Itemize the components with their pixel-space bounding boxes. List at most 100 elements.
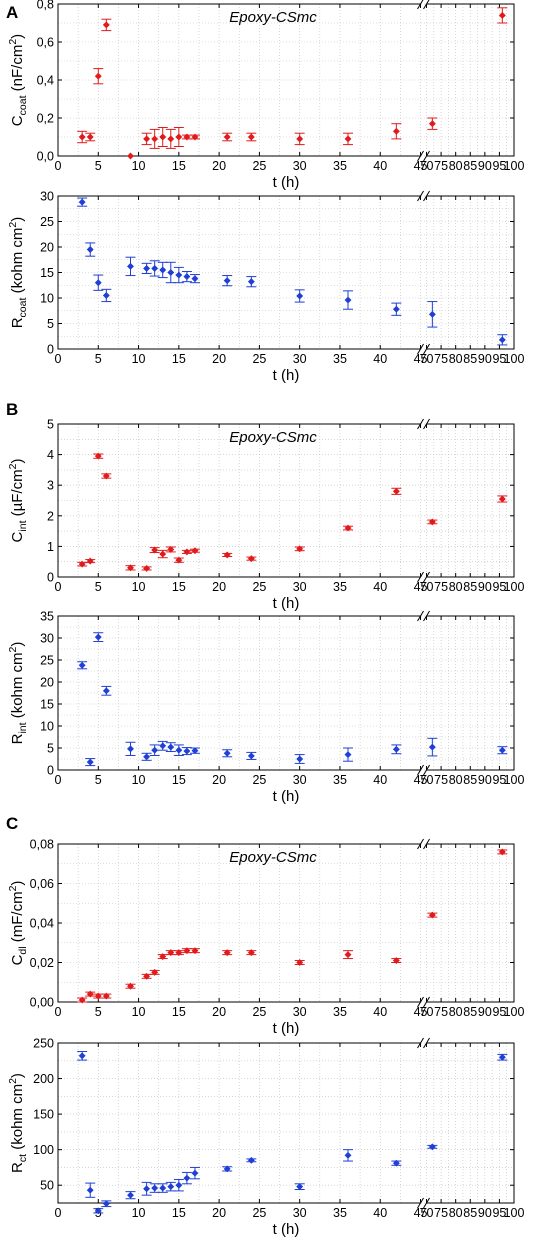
- data-point: [247, 133, 255, 141]
- data-point: [296, 545, 304, 553]
- y-axis: 50 100 150 200 250: [33, 1037, 514, 1193]
- data-point: [143, 753, 151, 761]
- y-tick-label: 50: [40, 1179, 54, 1193]
- data-point: [159, 742, 167, 750]
- data-point: [151, 746, 159, 754]
- x-tick-label: 75: [434, 1005, 448, 1019]
- x-tick-label: 25: [252, 580, 266, 594]
- y-tick-label: 150: [33, 1108, 54, 1122]
- chart-annotation: Epoxy-CSmc: [229, 429, 317, 446]
- data-point: [102, 21, 110, 29]
- x-tick-label: 90: [478, 1206, 492, 1220]
- x-tick-label: 10: [132, 580, 146, 594]
- data-point: [392, 745, 400, 753]
- x-tick-label: 70: [420, 1005, 434, 1019]
- data-point: [344, 751, 352, 759]
- data-point: [392, 1159, 400, 1167]
- x-tick-label: 35: [333, 773, 347, 787]
- y-tick-label: 30: [40, 190, 54, 204]
- x-tick-label: 70: [420, 352, 434, 366]
- x-tick-label: 10: [132, 773, 146, 787]
- data-point: [94, 1207, 102, 1215]
- x-tick-label: 75: [434, 773, 448, 787]
- data-point: [151, 264, 159, 272]
- x-tick-label: 25: [252, 352, 266, 366]
- data-point: [86, 245, 94, 254]
- x-axis-label: t (h): [273, 174, 300, 191]
- y-tick-label: 25: [40, 215, 54, 229]
- y-tick-label: 200: [33, 1072, 54, 1086]
- data-point: [102, 687, 110, 695]
- x-tick-label: 10: [132, 1206, 146, 1220]
- x-tick-label: 10: [132, 352, 146, 366]
- x-axis-label: t (h): [273, 595, 300, 612]
- x-tick-label: 15: [172, 159, 186, 173]
- x-tick-label: 40: [373, 580, 387, 594]
- data-point: [151, 1184, 159, 1192]
- x-tick-label: 5: [95, 773, 102, 787]
- data-point: [223, 949, 231, 957]
- data-point: [223, 749, 231, 757]
- x-tick-label: 20: [212, 159, 226, 173]
- y-tick-label: 5: [47, 317, 54, 331]
- data-point: [247, 752, 255, 760]
- data-point: [344, 951, 352, 959]
- chart-annotation: Epoxy-CSmc: [229, 9, 317, 26]
- y-tick-label: 0,06: [30, 877, 54, 891]
- x-tick-label: 45: [414, 773, 428, 787]
- y-axis-label: Cint (µF/cm2): [7, 459, 29, 543]
- data-point: [498, 336, 506, 344]
- y-tick-label: 5: [47, 742, 54, 756]
- x-tick-label: 90: [478, 773, 492, 787]
- data-point: [247, 1156, 255, 1164]
- series-blue: [77, 632, 508, 767]
- y-tick-label: 5: [47, 418, 54, 432]
- x-tick-label: 30: [293, 773, 307, 787]
- x-tick-label: 100: [504, 1005, 525, 1019]
- data-point: [428, 310, 436, 318]
- x-tick-label: 20: [212, 580, 226, 594]
- y-tick-label: 0,6: [37, 36, 54, 50]
- x-tick-label: 40: [373, 352, 387, 366]
- data-point: [102, 472, 110, 480]
- data-point: [159, 1184, 167, 1192]
- x-tick-label: 85: [463, 773, 477, 787]
- data-point: [498, 1053, 506, 1061]
- data-point: [191, 547, 199, 555]
- data-point: [175, 133, 183, 141]
- x-tick-label: 95: [492, 1206, 506, 1220]
- data-point: [94, 279, 102, 287]
- x-axis-label: t (h): [273, 1020, 300, 1037]
- data-point: [428, 911, 436, 919]
- data-point: [344, 135, 352, 143]
- y-axis-label: Rct (kohm cm2): [7, 1073, 29, 1173]
- data-point: [175, 1181, 183, 1189]
- x-tick-label: 35: [333, 1005, 347, 1019]
- data-point: [223, 1165, 231, 1173]
- x-tick-label: 0: [55, 580, 62, 594]
- x-tick-label: 0: [55, 773, 62, 787]
- data-point: [126, 262, 135, 270]
- x-tick-label: 25: [252, 773, 266, 787]
- data-point: [183, 947, 191, 955]
- data-point: [428, 518, 436, 526]
- data-point: [191, 747, 199, 755]
- data-point: [78, 133, 86, 141]
- x-tick-label: 20: [212, 352, 226, 366]
- x-tick-label: 45: [414, 1005, 428, 1019]
- x-tick-label: 5: [95, 159, 102, 173]
- x-tick-label: 90: [478, 352, 492, 366]
- x-tick-label: 35: [333, 352, 347, 366]
- x-tick-label: 15: [172, 1206, 186, 1220]
- data-point: [296, 958, 304, 967]
- data-point: [247, 555, 255, 563]
- grid: [57, 195, 515, 350]
- data-point: [191, 275, 199, 283]
- data-point: [428, 743, 436, 751]
